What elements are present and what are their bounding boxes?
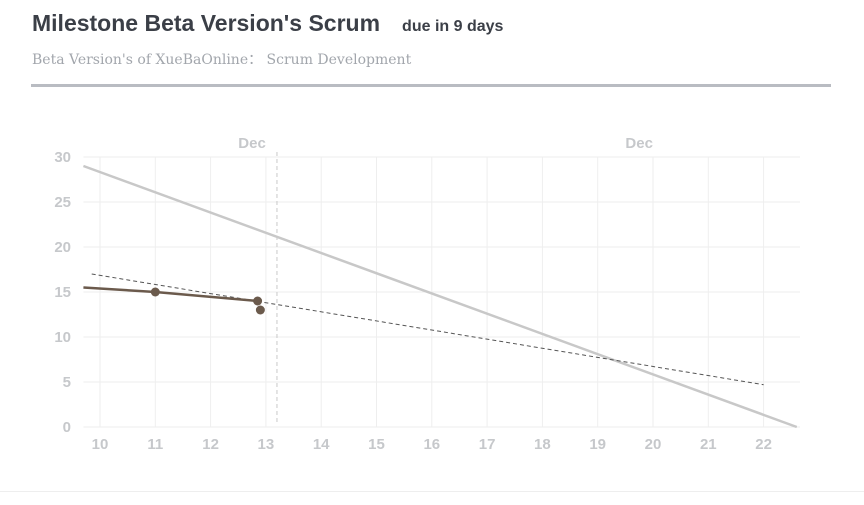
x-tick-label: 11	[147, 436, 163, 453]
month-label: Dec	[238, 135, 266, 152]
x-tick-label: 10	[92, 436, 109, 453]
title-row: Milestone Beta Version's Scrum due in 9 …	[32, 10, 830, 37]
y-tick-label: 10	[54, 329, 71, 346]
header-divider	[31, 84, 831, 87]
y-tick-label: 5	[63, 374, 71, 391]
y-tick-label: 15	[54, 284, 71, 301]
milestone-subtitle: Beta Version's of XueBaOnline： Scrum Dev…	[32, 52, 412, 68]
x-tick-label: 20	[645, 436, 662, 453]
due-label: due in 9 days	[402, 18, 504, 35]
y-tick-label: 20	[54, 239, 71, 256]
milestone-header: Milestone Beta Version's Scrum due in 9 …	[32, 10, 830, 69]
grid	[83, 156, 800, 428]
x-tick-label: 14	[313, 436, 330, 453]
x-tick-label: 15	[368, 436, 385, 453]
x-tick-label: 16	[423, 436, 440, 453]
y-tick-label: 0	[63, 419, 71, 436]
y-tick-label: 30	[54, 149, 71, 166]
x-tick-label: 17	[479, 436, 496, 453]
data-point	[150, 287, 160, 297]
milestone-title: Milestone Beta Version's Scrum	[32, 10, 381, 36]
x-tick-label: 19	[589, 436, 606, 453]
x-tick-label: 22	[755, 436, 772, 453]
x-tick-label: 21	[700, 436, 717, 453]
x-tick-label: 12	[202, 436, 219, 453]
data-point	[255, 305, 265, 315]
trend-line	[91, 273, 764, 386]
x-tick-label: 18	[534, 436, 551, 453]
month-label: Dec	[625, 135, 653, 152]
actual-burndown-line	[83, 286, 258, 303]
data-point	[253, 296, 263, 306]
axis-labels: 0 5 10 15 20 25 30 10 11 12 13 14 15 16 17 18 19 20 21 22 De…	[54, 135, 772, 453]
ideal-burndown-line	[82, 164, 798, 429]
y-tick-label: 25	[54, 194, 71, 211]
bottom-divider	[0, 491, 864, 492]
series	[82, 152, 798, 429]
x-tick-label: 13	[258, 436, 275, 453]
